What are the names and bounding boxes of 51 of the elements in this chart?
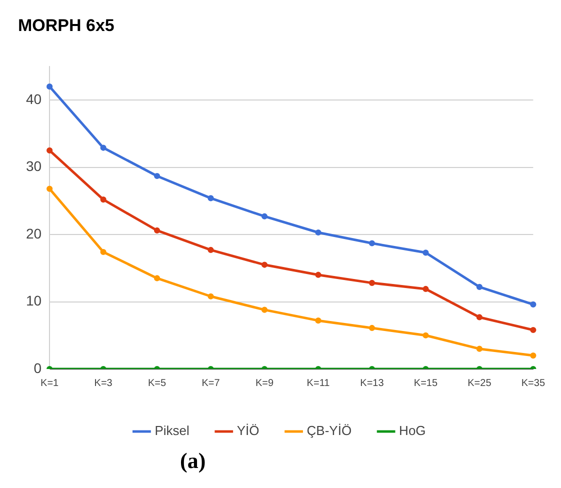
- point: [530, 326, 536, 334]
- point: [315, 229, 322, 236]
- point: [315, 272, 322, 278]
- x-tick-label: K=11: [306, 378, 330, 389]
- x-tick-label: K=7: [202, 378, 220, 389]
- y-tick-label: 0: [34, 360, 42, 376]
- text: (a): [179, 448, 207, 474]
- point: [422, 250, 429, 256]
- legend-label: Piksel: [154, 423, 190, 438]
- point: [368, 240, 376, 246]
- point: [154, 172, 160, 180]
- point: [208, 293, 214, 300]
- point: [208, 195, 214, 202]
- y-tick-label: 30: [26, 158, 42, 174]
- legend-label: ÇB-YİÖ: [306, 423, 352, 438]
- point: [154, 275, 160, 282]
- legend-label: HoG: [399, 423, 426, 438]
- point: [100, 196, 106, 203]
- x-tick-label: K=25: [468, 378, 492, 389]
- point: [422, 286, 429, 292]
- point: [208, 246, 214, 254]
- point: [46, 186, 53, 192]
- point: [476, 346, 482, 352]
- point: [46, 84, 53, 90]
- point: [368, 280, 376, 286]
- x-tick-label: K=35: [521, 378, 546, 389]
- x-tick-label: K=15: [414, 378, 438, 389]
- point: [261, 213, 268, 220]
- point: [315, 318, 322, 324]
- x-tick-label: K=9: [255, 378, 274, 389]
- point: [422, 332, 429, 338]
- point: [261, 262, 268, 268]
- point: [476, 314, 482, 320]
- y-tick-label: 10: [26, 292, 42, 309]
- chart-title: MORPH 6x5: [18, 16, 114, 35]
- x-tick-label: K=5: [148, 378, 167, 389]
- point: [154, 227, 160, 234]
- point: [476, 284, 482, 290]
- point: [530, 352, 536, 359]
- x-tick-label: K=3: [94, 378, 113, 389]
- x-tick-label: K=13: [360, 378, 384, 389]
- x-tick-label: K=1: [40, 378, 60, 389]
- point: [368, 324, 376, 332]
- point: [530, 301, 536, 308]
- legend-label: YİÖ: [236, 423, 260, 438]
- point: [261, 306, 268, 313]
- point: [46, 147, 53, 154]
- point: [100, 248, 106, 256]
- point: [100, 144, 106, 151]
- y-tick-label: 20: [26, 225, 42, 242]
- y-tick-label: 40: [26, 90, 42, 107]
